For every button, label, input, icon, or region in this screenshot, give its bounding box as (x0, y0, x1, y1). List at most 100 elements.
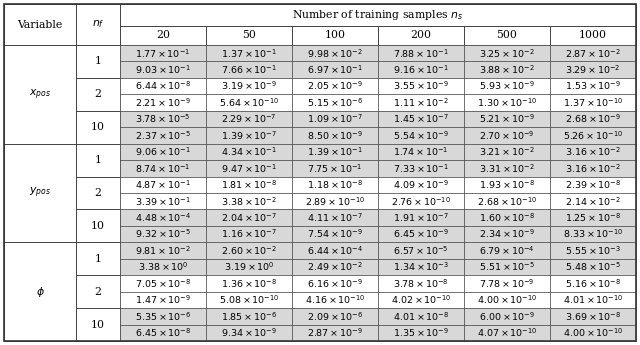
Text: $9.03 \times 10^{-1}$: $9.03 \times 10^{-1}$ (135, 63, 191, 76)
Text: $5.21 \times 10^{-9}$: $5.21 \times 10^{-9}$ (479, 113, 535, 125)
Bar (292, 226, 378, 242)
Text: $4.07 \times 10^{-10}$: $4.07 \times 10^{-10}$ (477, 326, 537, 339)
Bar (550, 160, 636, 177)
Text: $1.37 \times 10^{-1}$: $1.37 \times 10^{-1}$ (221, 47, 277, 60)
Bar (292, 94, 378, 111)
Bar (120, 259, 206, 275)
Text: $9.98 \times 10^{-2}$: $9.98 \times 10^{-2}$ (307, 47, 363, 60)
Text: $3.38 \times 10^{-2}$: $3.38 \times 10^{-2}$ (221, 195, 277, 208)
Bar (464, 242, 550, 259)
Bar (206, 94, 292, 111)
Bar (464, 144, 550, 160)
Bar (292, 292, 378, 308)
Text: $3.88 \times 10^{-2}$: $3.88 \times 10^{-2}$ (479, 63, 535, 76)
Text: $4.87 \times 10^{-1}$: $4.87 \times 10^{-1}$ (135, 178, 191, 191)
Text: $3.78 \times 10^{-5}$: $3.78 \times 10^{-5}$ (135, 113, 191, 125)
Bar (206, 144, 292, 160)
Bar (292, 193, 378, 209)
Bar (206, 177, 292, 193)
Text: $3.39 \times 10^{-1}$: $3.39 \times 10^{-1}$ (135, 195, 191, 208)
Bar (76, 144, 120, 177)
Bar (292, 61, 378, 78)
Bar (120, 292, 206, 308)
Text: $6.45 \times 10^{-8}$: $6.45 \times 10^{-8}$ (135, 326, 191, 339)
Bar (120, 242, 206, 259)
Text: $5.26 \times 10^{-10}$: $5.26 \times 10^{-10}$ (563, 129, 623, 142)
Bar (464, 127, 550, 144)
Text: $2.87 \times 10^{-2}$: $2.87 \times 10^{-2}$ (565, 47, 621, 60)
Text: $7.05 \times 10^{-8}$: $7.05 \times 10^{-8}$ (135, 277, 191, 290)
Bar (206, 242, 292, 259)
Text: Number of training samples $n_s$: Number of training samples $n_s$ (292, 8, 463, 22)
Bar (550, 325, 636, 341)
Text: 10: 10 (91, 122, 105, 132)
Bar (76, 4, 120, 45)
Text: $5.64 \times 10^{-10}$: $5.64 \times 10^{-10}$ (219, 96, 279, 109)
Bar (464, 61, 550, 78)
Text: $1.77 \times 10^{-1}$: $1.77 \times 10^{-1}$ (136, 47, 191, 60)
Bar (378, 111, 464, 127)
Bar (120, 127, 206, 144)
Text: $3.25 \times 10^{-2}$: $3.25 \times 10^{-2}$ (479, 47, 535, 60)
Text: $1.81 \times 10^{-8}$: $1.81 \times 10^{-8}$ (221, 178, 277, 191)
Text: $5.35 \times 10^{-6}$: $5.35 \times 10^{-6}$ (135, 310, 191, 323)
Text: $3.78 \times 10^{-8}$: $3.78 \times 10^{-8}$ (393, 277, 449, 290)
Text: 1000: 1000 (579, 30, 607, 40)
Bar (292, 242, 378, 259)
Text: $4.11 \times 10^{-7}$: $4.11 \times 10^{-7}$ (307, 211, 363, 224)
Text: $x_{pos}$: $x_{pos}$ (29, 87, 51, 101)
Bar (378, 242, 464, 259)
Bar (378, 193, 464, 209)
Bar (464, 308, 550, 325)
Text: 200: 200 (410, 30, 431, 40)
Text: $\phi$: $\phi$ (36, 285, 44, 299)
Text: $6.44 \times 10^{-4}$: $6.44 \times 10^{-4}$ (307, 244, 363, 257)
Text: $3.19 \times 10^{0}$: $3.19 \times 10^{0}$ (223, 261, 275, 273)
Bar (76, 111, 120, 144)
Text: $1.11 \times 10^{-2}$: $1.11 \times 10^{-2}$ (393, 96, 449, 109)
Bar (378, 94, 464, 111)
Bar (206, 78, 292, 94)
Text: $3.16 \times 10^{-2}$: $3.16 \times 10^{-2}$ (565, 162, 621, 175)
Text: $2.05 \times 10^{-9}$: $2.05 \times 10^{-9}$ (307, 80, 363, 92)
Bar (292, 325, 378, 341)
Bar (206, 292, 292, 308)
Text: $7.88 \times 10^{-1}$: $7.88 \times 10^{-1}$ (393, 47, 449, 60)
Bar (550, 177, 636, 193)
Bar (378, 226, 464, 242)
Text: $3.38 \times 10^{0}$: $3.38 \times 10^{0}$ (138, 261, 188, 273)
Bar (378, 45, 464, 61)
Text: $6.97 \times 10^{-1}$: $6.97 \times 10^{-1}$ (307, 63, 363, 76)
Bar (292, 275, 378, 292)
Text: $7.75 \times 10^{-1}$: $7.75 \times 10^{-1}$ (307, 162, 363, 175)
Bar (378, 78, 464, 94)
Bar (550, 292, 636, 308)
Bar (206, 26, 292, 45)
Text: $3.29 \times 10^{-2}$: $3.29 \times 10^{-2}$ (565, 63, 621, 76)
Text: $5.15 \times 10^{-6}$: $5.15 \times 10^{-6}$ (307, 96, 364, 109)
Bar (76, 242, 120, 275)
Text: $7.66 \times 10^{-1}$: $7.66 \times 10^{-1}$ (221, 63, 277, 76)
Text: 2: 2 (95, 89, 102, 99)
Text: $7.78 \times 10^{-9}$: $7.78 \times 10^{-9}$ (479, 277, 534, 290)
Text: $4.01 \times 10^{-10}$: $4.01 \times 10^{-10}$ (563, 294, 623, 306)
Bar (120, 275, 206, 292)
Text: $1.53 \times 10^{-9}$: $1.53 \times 10^{-9}$ (565, 80, 621, 92)
Text: $9.81 \times 10^{-2}$: $9.81 \times 10^{-2}$ (135, 244, 191, 257)
Bar (550, 94, 636, 111)
Text: $1.16 \times 10^{-7}$: $1.16 \times 10^{-7}$ (221, 228, 277, 240)
Bar (206, 275, 292, 292)
Text: $8.33 \times 10^{-10}$: $8.33 \times 10^{-10}$ (563, 228, 623, 240)
Bar (292, 177, 378, 193)
Text: 20: 20 (156, 30, 170, 40)
Bar (378, 308, 464, 325)
Text: $5.54 \times 10^{-9}$: $5.54 \times 10^{-9}$ (393, 129, 449, 142)
Text: $1.45 \times 10^{-7}$: $1.45 \times 10^{-7}$ (393, 113, 449, 125)
Text: $1.91 \times 10^{-7}$: $1.91 \times 10^{-7}$ (393, 211, 449, 224)
Bar (120, 26, 206, 45)
Bar (120, 308, 206, 325)
Text: $2.29 \times 10^{-7}$: $2.29 \times 10^{-7}$ (221, 113, 276, 125)
Bar (206, 111, 292, 127)
Bar (206, 308, 292, 325)
Text: $2.76 \times 10^{-10}$: $2.76 \times 10^{-10}$ (391, 195, 451, 208)
